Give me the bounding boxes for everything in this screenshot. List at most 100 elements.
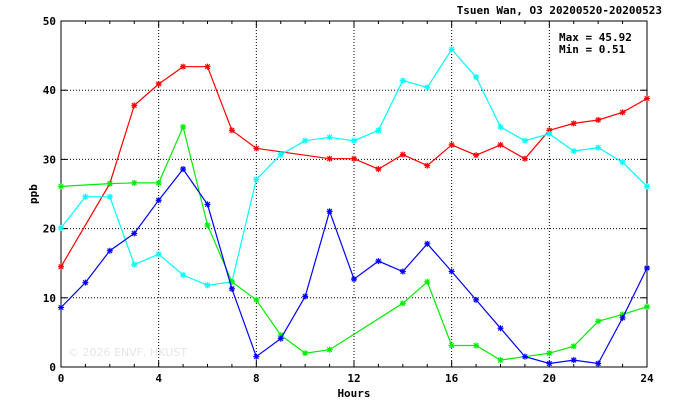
marker-stroke <box>326 347 333 353</box>
data-point <box>448 46 455 53</box>
data-point <box>521 353 528 360</box>
marker-stroke <box>326 208 333 214</box>
data-point <box>595 360 602 367</box>
data-point <box>644 265 650 272</box>
marker-stroke <box>204 282 211 289</box>
data-point <box>424 278 431 285</box>
data-point <box>228 127 235 134</box>
data-point <box>228 285 235 292</box>
marker-stroke <box>375 258 382 264</box>
data-point <box>106 180 113 187</box>
marker-stroke <box>180 63 186 70</box>
marker-stroke <box>497 142 504 148</box>
marker-stroke <box>131 261 137 268</box>
data-point <box>619 109 626 116</box>
data-point <box>155 80 162 87</box>
marker-stroke <box>302 293 308 300</box>
marker-stroke <box>400 151 406 158</box>
marker-stroke <box>448 342 455 349</box>
data-point <box>180 166 187 173</box>
data-point <box>204 282 211 289</box>
series-layer <box>58 46 650 367</box>
chart-title: Tsuen Wan, O3 20200520-20200523 <box>457 4 662 17</box>
data-point <box>375 258 382 265</box>
data-point <box>351 155 357 162</box>
series-2 <box>58 46 650 289</box>
data-point <box>399 268 406 275</box>
marker-stroke <box>619 109 626 116</box>
max-label: Max = 45.92 <box>559 31 632 44</box>
marker-stroke <box>448 142 455 148</box>
marker-stroke <box>229 127 235 134</box>
marker-stroke <box>424 84 430 91</box>
marker-stroke <box>204 201 211 208</box>
marker-stroke <box>82 194 89 200</box>
data-point <box>570 120 577 127</box>
marker-stroke <box>571 343 577 349</box>
data-point <box>131 261 138 268</box>
data-point <box>106 193 113 200</box>
marker-stroke <box>155 180 162 186</box>
marker-stroke <box>546 131 553 137</box>
marker-stroke <box>82 279 89 286</box>
data-point <box>644 303 650 310</box>
data-point <box>82 193 89 200</box>
marker-stroke <box>107 180 113 187</box>
data-point <box>302 350 309 357</box>
data-point <box>277 335 284 342</box>
marker-stroke <box>644 183 650 190</box>
y-tick-label: 20 <box>43 223 56 236</box>
marker-stroke <box>278 335 284 342</box>
min-label: Min = 0.51 <box>559 43 626 56</box>
series-1 <box>58 63 650 270</box>
data-point <box>546 350 553 357</box>
data-point <box>204 201 211 208</box>
data-point <box>155 179 162 186</box>
data-point <box>399 77 406 84</box>
marker-stroke <box>351 156 357 162</box>
marker-stroke <box>302 350 308 356</box>
marker-stroke <box>522 156 528 162</box>
marker-stroke <box>351 138 357 144</box>
data-point <box>521 155 528 162</box>
data-point <box>82 279 89 286</box>
data-point <box>546 130 553 137</box>
data-point <box>473 74 480 81</box>
marker-stroke <box>571 357 577 363</box>
marker-stroke <box>473 152 479 158</box>
data-point <box>277 151 284 158</box>
marker-stroke <box>107 248 113 254</box>
marker-stroke <box>619 315 626 321</box>
marker-stroke <box>326 156 333 162</box>
data-point <box>253 296 260 303</box>
data-point <box>570 357 577 364</box>
data-point <box>473 296 480 303</box>
data-point <box>595 318 602 325</box>
data-point <box>131 102 138 109</box>
marker-stroke <box>595 360 601 367</box>
marker-stroke <box>58 304 64 311</box>
data-point <box>448 141 455 148</box>
data-point <box>399 300 406 307</box>
marker-stroke <box>375 127 382 134</box>
marker-stroke <box>448 46 455 53</box>
marker-stroke <box>522 353 528 360</box>
data-point <box>131 179 138 186</box>
data-point <box>619 159 626 166</box>
data-point <box>497 357 504 364</box>
data-point <box>106 247 113 254</box>
marker-stroke <box>644 265 650 271</box>
y-tick-label: 10 <box>43 292 56 305</box>
marker-stroke <box>180 272 186 278</box>
data-point <box>644 95 650 102</box>
marker-stroke <box>155 251 162 257</box>
marker-stroke <box>595 318 601 325</box>
data-point <box>155 251 162 258</box>
series-line <box>60 66 648 268</box>
marker-stroke <box>58 225 64 231</box>
marker-stroke <box>619 159 626 165</box>
data-point <box>180 63 187 70</box>
marker-stroke <box>131 102 137 109</box>
y-tick-labels: 0 10 20 30 40 50 <box>43 15 56 374</box>
x-tick-label: 12 <box>347 372 360 385</box>
